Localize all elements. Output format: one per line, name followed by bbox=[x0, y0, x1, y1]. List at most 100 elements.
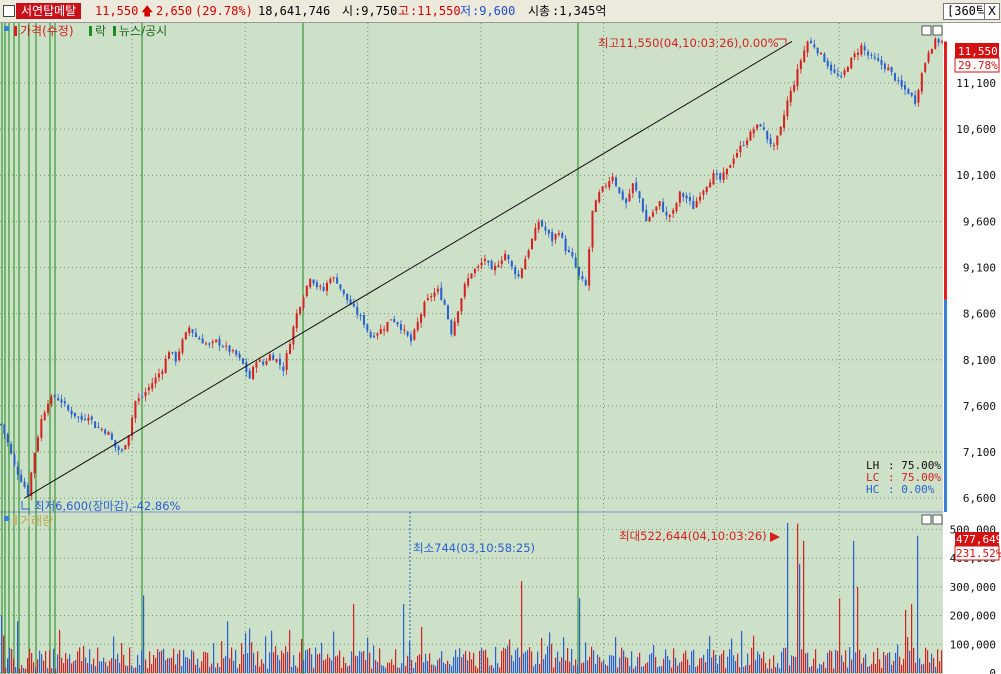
candle-body bbox=[739, 145, 742, 153]
candle-body bbox=[30, 472, 33, 496]
volume-bar bbox=[931, 653, 933, 673]
volume-bar bbox=[491, 664, 493, 673]
volume-bar bbox=[933, 658, 935, 673]
volume-tick-label: 100,000 bbox=[950, 638, 996, 651]
volume-bar bbox=[81, 660, 83, 673]
candle-body bbox=[420, 314, 423, 323]
volume-bar bbox=[229, 658, 231, 673]
volume-bar bbox=[465, 650, 467, 673]
candle-body bbox=[809, 40, 812, 44]
volume-bar bbox=[633, 668, 635, 673]
candle-body bbox=[920, 73, 923, 92]
volume-bar bbox=[857, 586, 859, 673]
volume-panel-minimize-icon[interactable] bbox=[921, 514, 932, 525]
volume-panel-close-icon[interactable] bbox=[932, 514, 943, 525]
candle-body bbox=[16, 466, 19, 475]
volume-bar bbox=[835, 649, 837, 673]
candle-body bbox=[494, 265, 497, 271]
volume-bar bbox=[755, 659, 757, 673]
volume-bar bbox=[501, 650, 503, 673]
volume-bar bbox=[611, 655, 613, 673]
candle-body bbox=[604, 185, 607, 187]
close-icon[interactable]: X bbox=[984, 3, 1000, 20]
volume-panel-menu-icon[interactable] bbox=[4, 516, 9, 521]
select-checkbox[interactable] bbox=[3, 5, 15, 17]
volume-bar bbox=[1, 615, 3, 673]
volume-bar bbox=[803, 540, 805, 673]
panel-menu-icon[interactable] bbox=[4, 26, 9, 31]
volume-bar bbox=[177, 653, 179, 673]
stock-chart[interactable]: 6,600 7,100 7,600 8,100 8,600 9,100 9,600 10,10… bbox=[0, 23, 1001, 674]
volume-bar bbox=[9, 648, 11, 673]
current-price-label: 11,550 bbox=[958, 45, 998, 58]
volume-bar bbox=[57, 654, 59, 673]
candle-body bbox=[453, 321, 456, 336]
volume-bar bbox=[767, 668, 769, 673]
volume-bar bbox=[901, 664, 903, 673]
volume-bar bbox=[241, 643, 243, 673]
price-tick-label: 11,100 bbox=[956, 77, 996, 90]
volume-bar bbox=[605, 664, 607, 673]
low-annotation: 최저6,600(장마감),-42.86% bbox=[34, 499, 181, 513]
trend-line[interactable] bbox=[24, 41, 793, 499]
candle-body bbox=[292, 326, 295, 345]
volume-bar bbox=[469, 651, 471, 673]
candle-body bbox=[601, 186, 604, 192]
volume-bar bbox=[791, 655, 793, 673]
candle-body bbox=[940, 40, 944, 43]
volume-bar bbox=[399, 667, 401, 673]
price-panel-close-icon[interactable] bbox=[932, 25, 943, 36]
volume-bar bbox=[371, 668, 373, 673]
volume-bar bbox=[533, 666, 535, 673]
volume-bar bbox=[117, 653, 119, 673]
volume-bar bbox=[143, 595, 145, 673]
candle-body bbox=[80, 415, 83, 420]
candle-body bbox=[329, 278, 332, 284]
price-panel-minimize-icon[interactable] bbox=[921, 25, 932, 36]
volume-bar bbox=[83, 645, 85, 673]
volume-bar bbox=[237, 668, 239, 673]
volume-bar bbox=[413, 668, 415, 673]
stock-name[interactable]: 서연탑메탈 bbox=[16, 3, 82, 19]
volume-bar bbox=[281, 650, 283, 673]
volume-bar bbox=[571, 648, 573, 673]
volume-bar bbox=[899, 656, 901, 673]
candle-body bbox=[174, 352, 177, 362]
volume-bar bbox=[761, 658, 763, 673]
volume-bar bbox=[105, 662, 107, 673]
volume-bar bbox=[553, 667, 555, 673]
candle-body bbox=[870, 54, 873, 56]
candle-body bbox=[927, 52, 930, 62]
volume-bar bbox=[13, 658, 15, 673]
volume-bar bbox=[449, 664, 451, 673]
volume-bar bbox=[775, 667, 777, 673]
volume-bar bbox=[419, 654, 421, 673]
candle-body bbox=[362, 315, 365, 325]
volume-bar bbox=[197, 658, 199, 673]
volume-bar bbox=[435, 666, 437, 673]
volume-bar bbox=[619, 657, 621, 673]
volume-bar bbox=[321, 642, 323, 673]
volume-bar bbox=[727, 656, 729, 673]
candle-body bbox=[144, 392, 147, 397]
volume-bar bbox=[385, 667, 387, 673]
high-annotation: 최고11,550(04,10:03:26),0.00% bbox=[598, 36, 779, 50]
candle-body bbox=[467, 278, 470, 286]
max-volume-arrow-icon bbox=[770, 532, 780, 542]
candle-body bbox=[779, 126, 782, 135]
candle-body bbox=[608, 181, 611, 188]
candle-body bbox=[410, 334, 413, 342]
volume-bar bbox=[137, 655, 139, 673]
volume-bar bbox=[97, 647, 99, 673]
volume-bar bbox=[343, 656, 345, 673]
candle-body bbox=[527, 250, 530, 258]
volume-bar bbox=[425, 653, 427, 673]
candle-body bbox=[843, 70, 846, 75]
volume-bar bbox=[547, 646, 549, 673]
volume-bar bbox=[377, 661, 379, 673]
volume-bar bbox=[495, 646, 497, 673]
candle-body bbox=[490, 260, 493, 270]
volume-bar bbox=[567, 648, 569, 673]
candle-body bbox=[826, 60, 829, 67]
volume-bar bbox=[845, 650, 847, 673]
